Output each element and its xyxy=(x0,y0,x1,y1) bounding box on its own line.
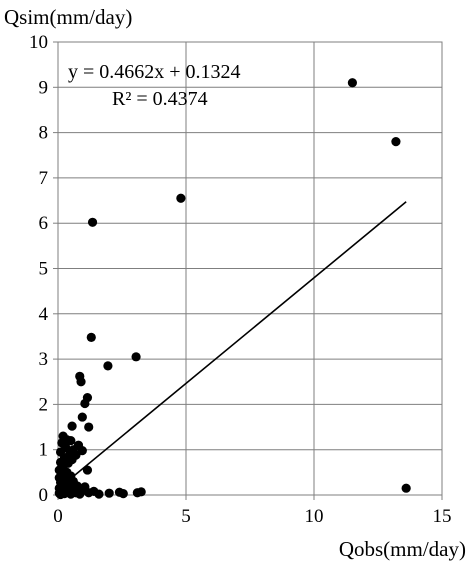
data-point xyxy=(75,489,85,499)
x-tick-label: 10 xyxy=(305,506,324,527)
data-point xyxy=(104,488,114,498)
r-squared-label: R² = 0.4374 xyxy=(112,88,208,110)
data-point xyxy=(118,489,128,499)
y-tick-label: 7 xyxy=(39,168,49,189)
data-point xyxy=(131,352,141,362)
data-point xyxy=(84,488,94,498)
y-tick-label: 0 xyxy=(39,485,49,506)
data-point xyxy=(76,377,86,387)
data-point xyxy=(77,412,87,422)
y-tick-label: 4 xyxy=(39,304,49,325)
data-point xyxy=(347,78,357,88)
data-points xyxy=(54,78,411,500)
data-point xyxy=(82,465,93,475)
tick-labels: 0 1 2 3 4 5 6 7 8 9 10 0 5 10 15 xyxy=(29,32,452,527)
y-axis-title: Qsim(mm/day) xyxy=(4,5,132,29)
data-point xyxy=(87,217,98,227)
y-tick-label: 6 xyxy=(39,213,49,234)
trendline xyxy=(58,201,407,489)
trendline-group xyxy=(58,201,407,489)
x-tick-label: 5 xyxy=(181,506,191,527)
data-point xyxy=(55,489,66,500)
x-tick-label: 0 xyxy=(53,506,63,527)
data-point xyxy=(66,436,76,446)
data-point xyxy=(86,332,96,342)
data-point xyxy=(391,137,401,147)
data-point xyxy=(67,421,77,431)
y-tick-label: 8 xyxy=(39,123,49,144)
y-tick-label: 1 xyxy=(39,440,49,461)
grid-lines xyxy=(53,41,443,500)
data-point xyxy=(84,422,94,432)
y-tick-label: 3 xyxy=(39,349,49,370)
x-axis-title: Qobs(mm/day) xyxy=(339,537,466,561)
y-tick-label: 2 xyxy=(39,394,49,415)
data-point xyxy=(103,361,113,371)
data-point xyxy=(401,483,411,493)
data-point xyxy=(66,489,76,499)
y-tick-label: 9 xyxy=(39,77,49,98)
x-tick-label: 15 xyxy=(433,506,452,527)
data-point xyxy=(176,193,186,203)
data-point xyxy=(80,398,90,409)
data-point xyxy=(94,489,104,499)
data-point xyxy=(136,487,146,497)
trendline-equation: y = 0.4662x + 0.1324 xyxy=(68,61,241,83)
y-tick-label: 10 xyxy=(29,32,48,53)
data-point xyxy=(77,446,87,456)
y-tick-label: 5 xyxy=(39,259,49,280)
